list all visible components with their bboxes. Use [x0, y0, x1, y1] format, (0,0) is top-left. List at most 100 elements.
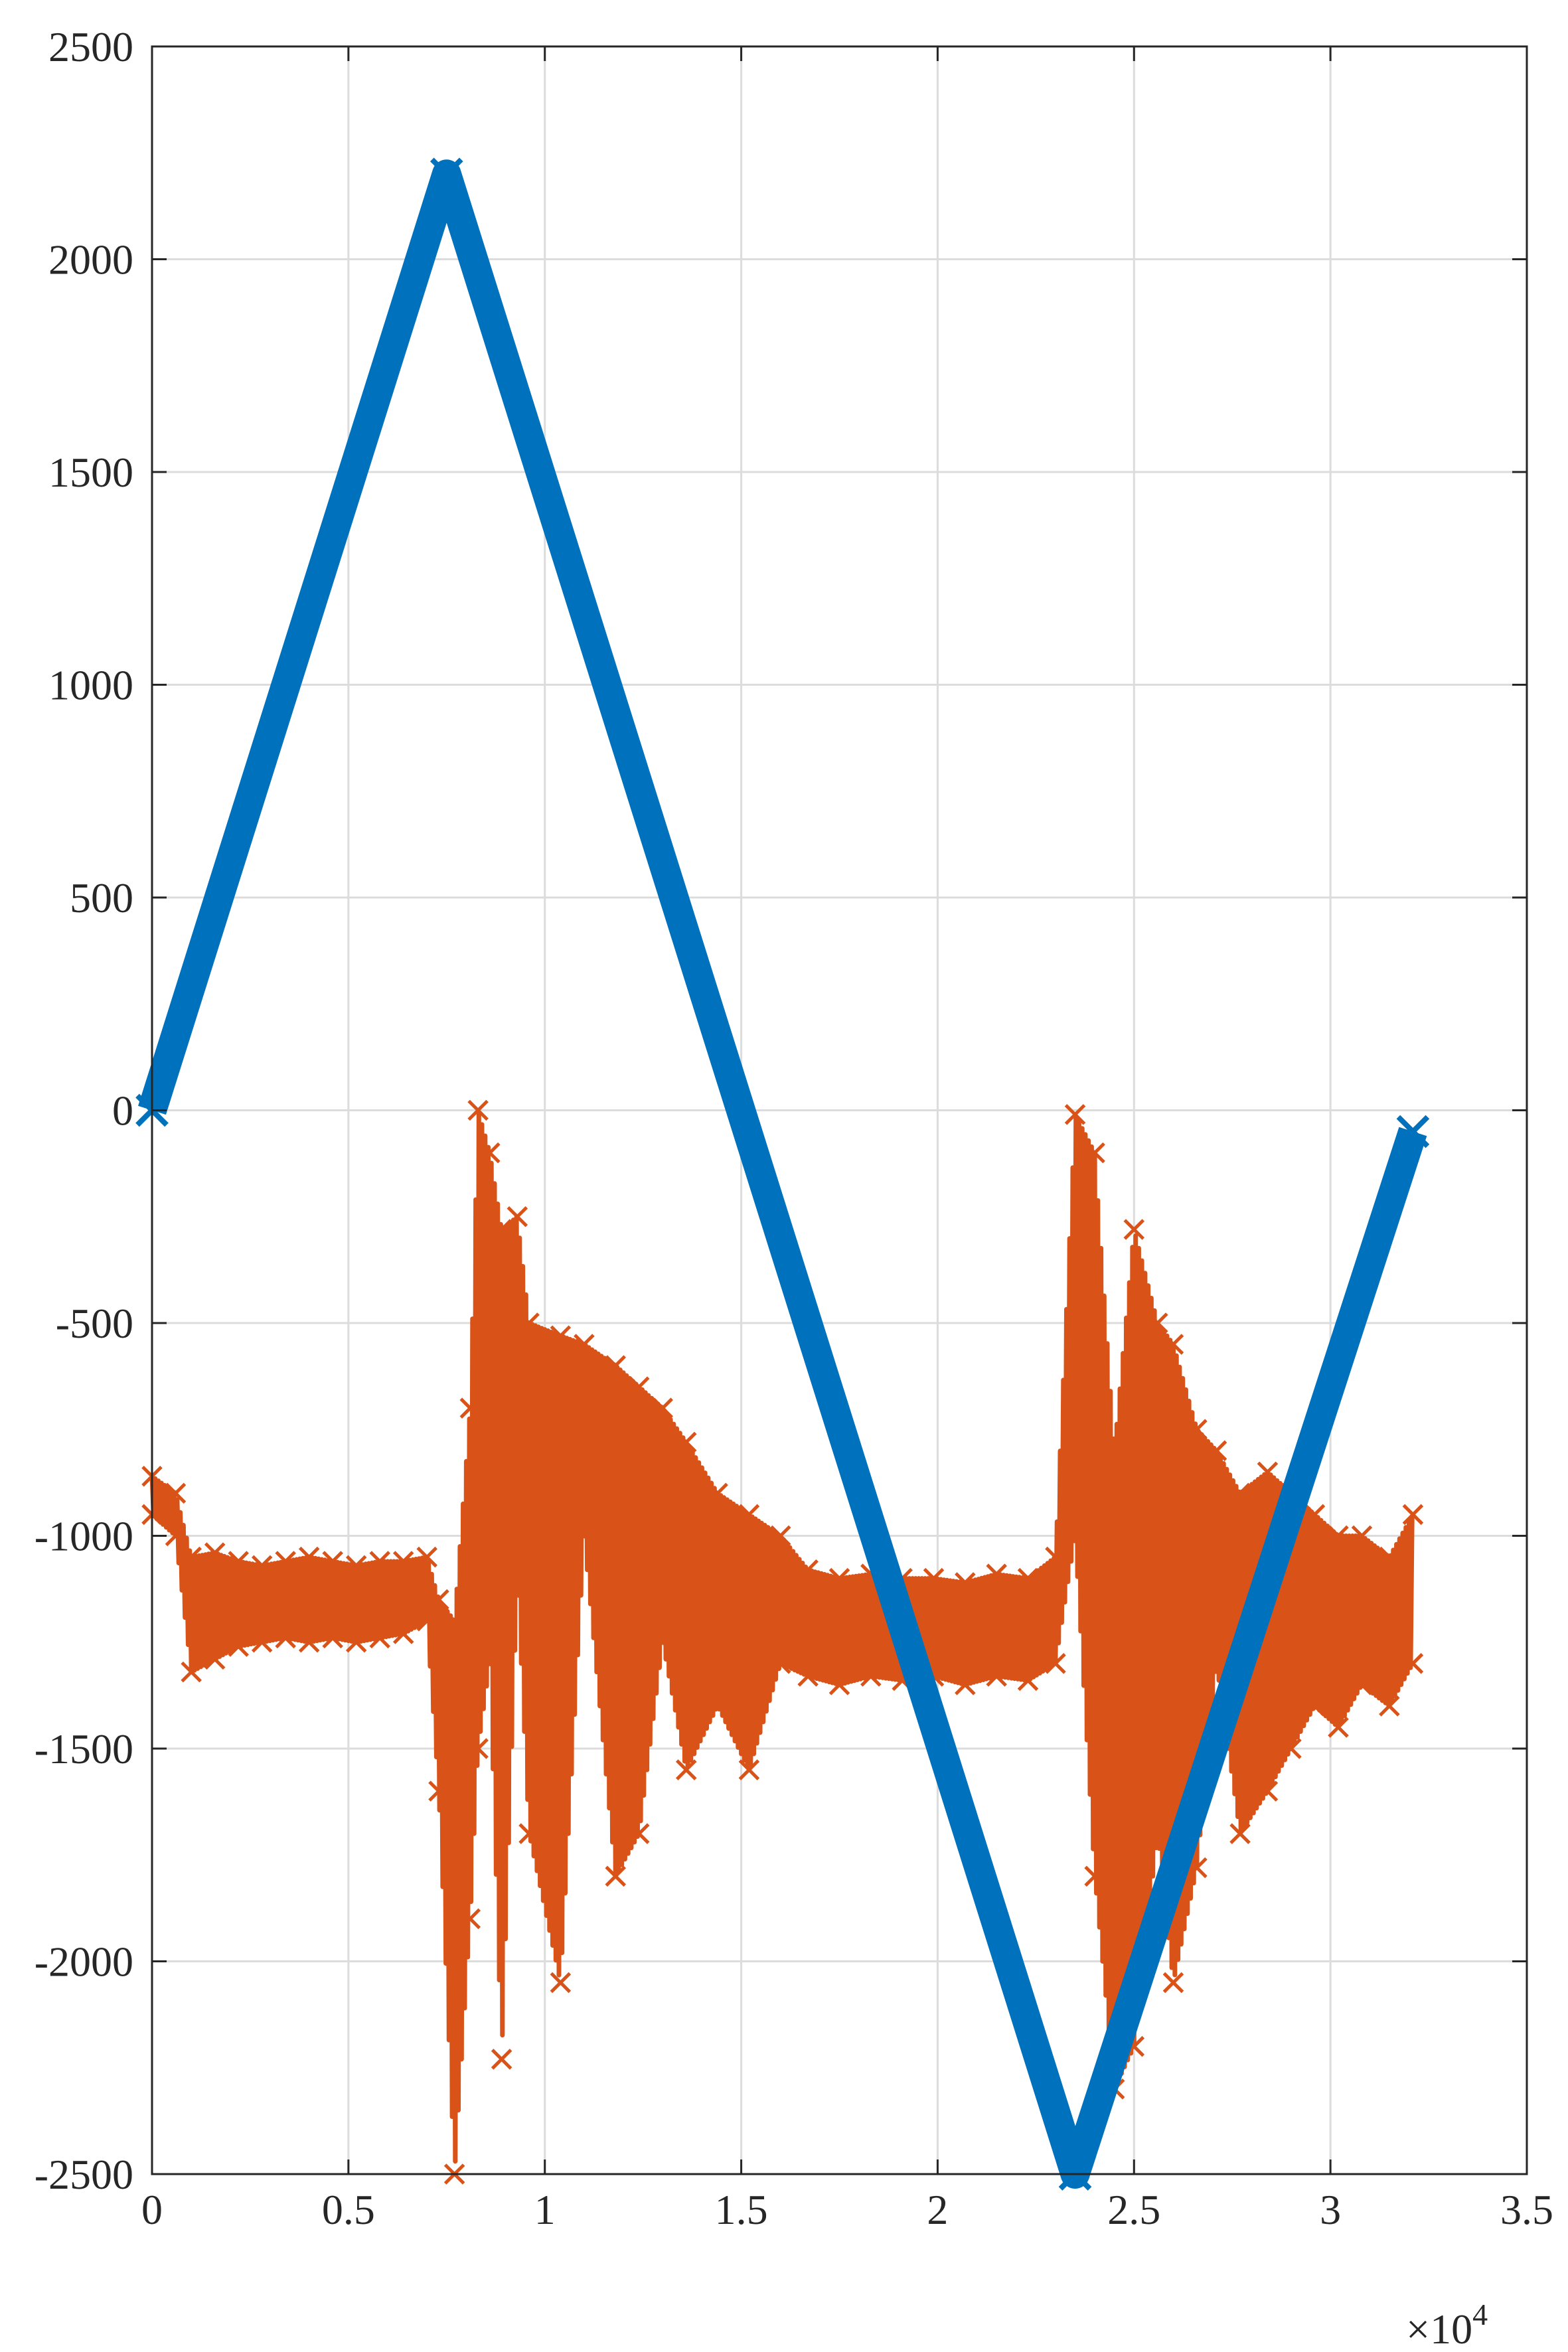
series-2-marker — [322, 1627, 343, 1649]
x-tick-label: 1 — [534, 2186, 556, 2233]
series-2-marker — [251, 1555, 273, 1577]
series-2-marker — [204, 1542, 226, 1563]
series-2-marker — [738, 1504, 760, 1526]
series-2-marker — [1017, 1567, 1039, 1589]
series-2-marker — [165, 1525, 187, 1547]
x-tick-label: 0.5 — [322, 2186, 375, 2233]
axes — [151, 45, 1528, 2175]
series-2-marker — [1379, 1695, 1400, 1717]
series-2-marker — [369, 1627, 390, 1649]
series-2-marker — [1402, 1653, 1424, 1674]
series-2-marker — [1379, 1546, 1400, 1568]
series-2-marker — [1304, 1695, 1326, 1717]
series-2-marker — [986, 1666, 1007, 1687]
tick-labels: 0 0.5 1 1.5 2 2.5 3 3.5 -2500 -2000 -1500 -1000 -500… — [35, 23, 1553, 2233]
series-2-marker — [797, 1666, 819, 1687]
series-2-marker — [228, 1636, 249, 1657]
x-tick-label: 2.5 — [1107, 2186, 1160, 2233]
series-2-marker — [1402, 1504, 1424, 1526]
x-tick-label: 3 — [1320, 2186, 1341, 2233]
series-2-marker — [1084, 1865, 1105, 1887]
series-2-marker — [1045, 1653, 1066, 1674]
series-2-marker — [275, 1627, 296, 1649]
series-2-marker — [459, 1908, 481, 1930]
series-2-marker — [181, 1661, 202, 1683]
series-2-marker — [1351, 1674, 1373, 1695]
y-tick-label: 2500 — [48, 23, 133, 70]
series-2-marker — [828, 1567, 850, 1589]
series-2-marker — [574, 1525, 595, 1547]
series-2-marker — [459, 1397, 481, 1419]
series-2-marker — [1257, 1461, 1279, 1483]
series-2-marker — [322, 1551, 343, 1572]
series-2 — [141, 1099, 1424, 2185]
series-2-marker — [479, 1142, 501, 1164]
series-2-marker — [550, 1972, 572, 1994]
series-2-marker — [738, 1759, 760, 1780]
series-2-marker — [574, 1334, 595, 1355]
series-2-marker — [707, 1695, 728, 1717]
series-2-marker — [518, 1312, 540, 1334]
x-tick-label: 2 — [927, 2186, 948, 2233]
series-2-marker — [491, 2049, 512, 2070]
series-2-marker — [955, 1674, 976, 1695]
series-2-marker — [507, 1567, 528, 1589]
series-2-marker — [797, 1559, 819, 1581]
series-2-marker — [769, 1653, 791, 1674]
series-2-marker — [828, 1674, 850, 1695]
series-2-marker — [675, 1759, 697, 1780]
series-2-marker — [467, 1099, 489, 1121]
series-2-marker — [392, 1551, 414, 1572]
series-2-marker — [518, 1823, 540, 1844]
series-layer — [135, 157, 1430, 2191]
y-tick-label: -2000 — [35, 1938, 133, 1986]
series-2-marker — [298, 1631, 320, 1653]
series-2-marker — [860, 1666, 882, 1687]
series-1-marker — [430, 157, 463, 191]
series-2-marker — [1162, 1972, 1184, 1994]
series-2-marker — [707, 1482, 728, 1504]
series-2-marker — [275, 1551, 296, 1572]
series-2-marker — [298, 1546, 320, 1568]
series-2-marker — [369, 1551, 390, 1572]
series-1-line — [138, 159, 1427, 2189]
series-2-marker — [652, 1397, 673, 1419]
series-2-marker — [392, 1623, 414, 1644]
series-2-marker — [416, 1546, 437, 1568]
series-2-marker — [204, 1648, 226, 1670]
series-2-marker — [1064, 1525, 1086, 1547]
series-2-marker — [1351, 1525, 1373, 1547]
series-1-marker — [1396, 1115, 1430, 1148]
series-2-marker — [675, 1431, 697, 1453]
x-exponent-label: ×104 — [1406, 2298, 1488, 2352]
y-tick-label: -2500 — [35, 2151, 133, 2198]
series-2-marker — [769, 1525, 791, 1547]
y-tick-label: -1500 — [35, 1725, 133, 1772]
series-2-marker — [1103, 1440, 1125, 1462]
series-2-marker — [986, 1563, 1007, 1585]
series-2-marker — [1328, 1717, 1349, 1738]
series-2-marker — [1186, 1419, 1208, 1441]
series-2-marker — [228, 1551, 249, 1572]
series-2-marker — [652, 1631, 673, 1653]
series-2-marker — [345, 1555, 367, 1577]
y-tick-label: -500 — [56, 1300, 133, 1347]
series-2-marker — [550, 1325, 572, 1346]
series-1 — [135, 157, 1430, 2191]
y-tick-label: 1000 — [48, 662, 133, 709]
series-2-marker — [251, 1631, 273, 1653]
series-2-marker — [467, 1738, 489, 1759]
y-tick-label: -1000 — [35, 1513, 133, 1560]
series-2-marker — [428, 1780, 449, 1802]
series-2-marker — [345, 1631, 367, 1653]
series-2-marker — [923, 1567, 945, 1589]
series-2-marker — [628, 1823, 650, 1844]
series-2-marker — [1045, 1546, 1066, 1568]
series-2-marker — [1328, 1525, 1349, 1547]
x-tick-label: 1.5 — [715, 2186, 768, 2233]
series-2-marker — [1084, 1142, 1105, 1164]
svg-text:×104: ×104 — [1406, 2298, 1488, 2352]
series-2-marker — [479, 1653, 501, 1674]
